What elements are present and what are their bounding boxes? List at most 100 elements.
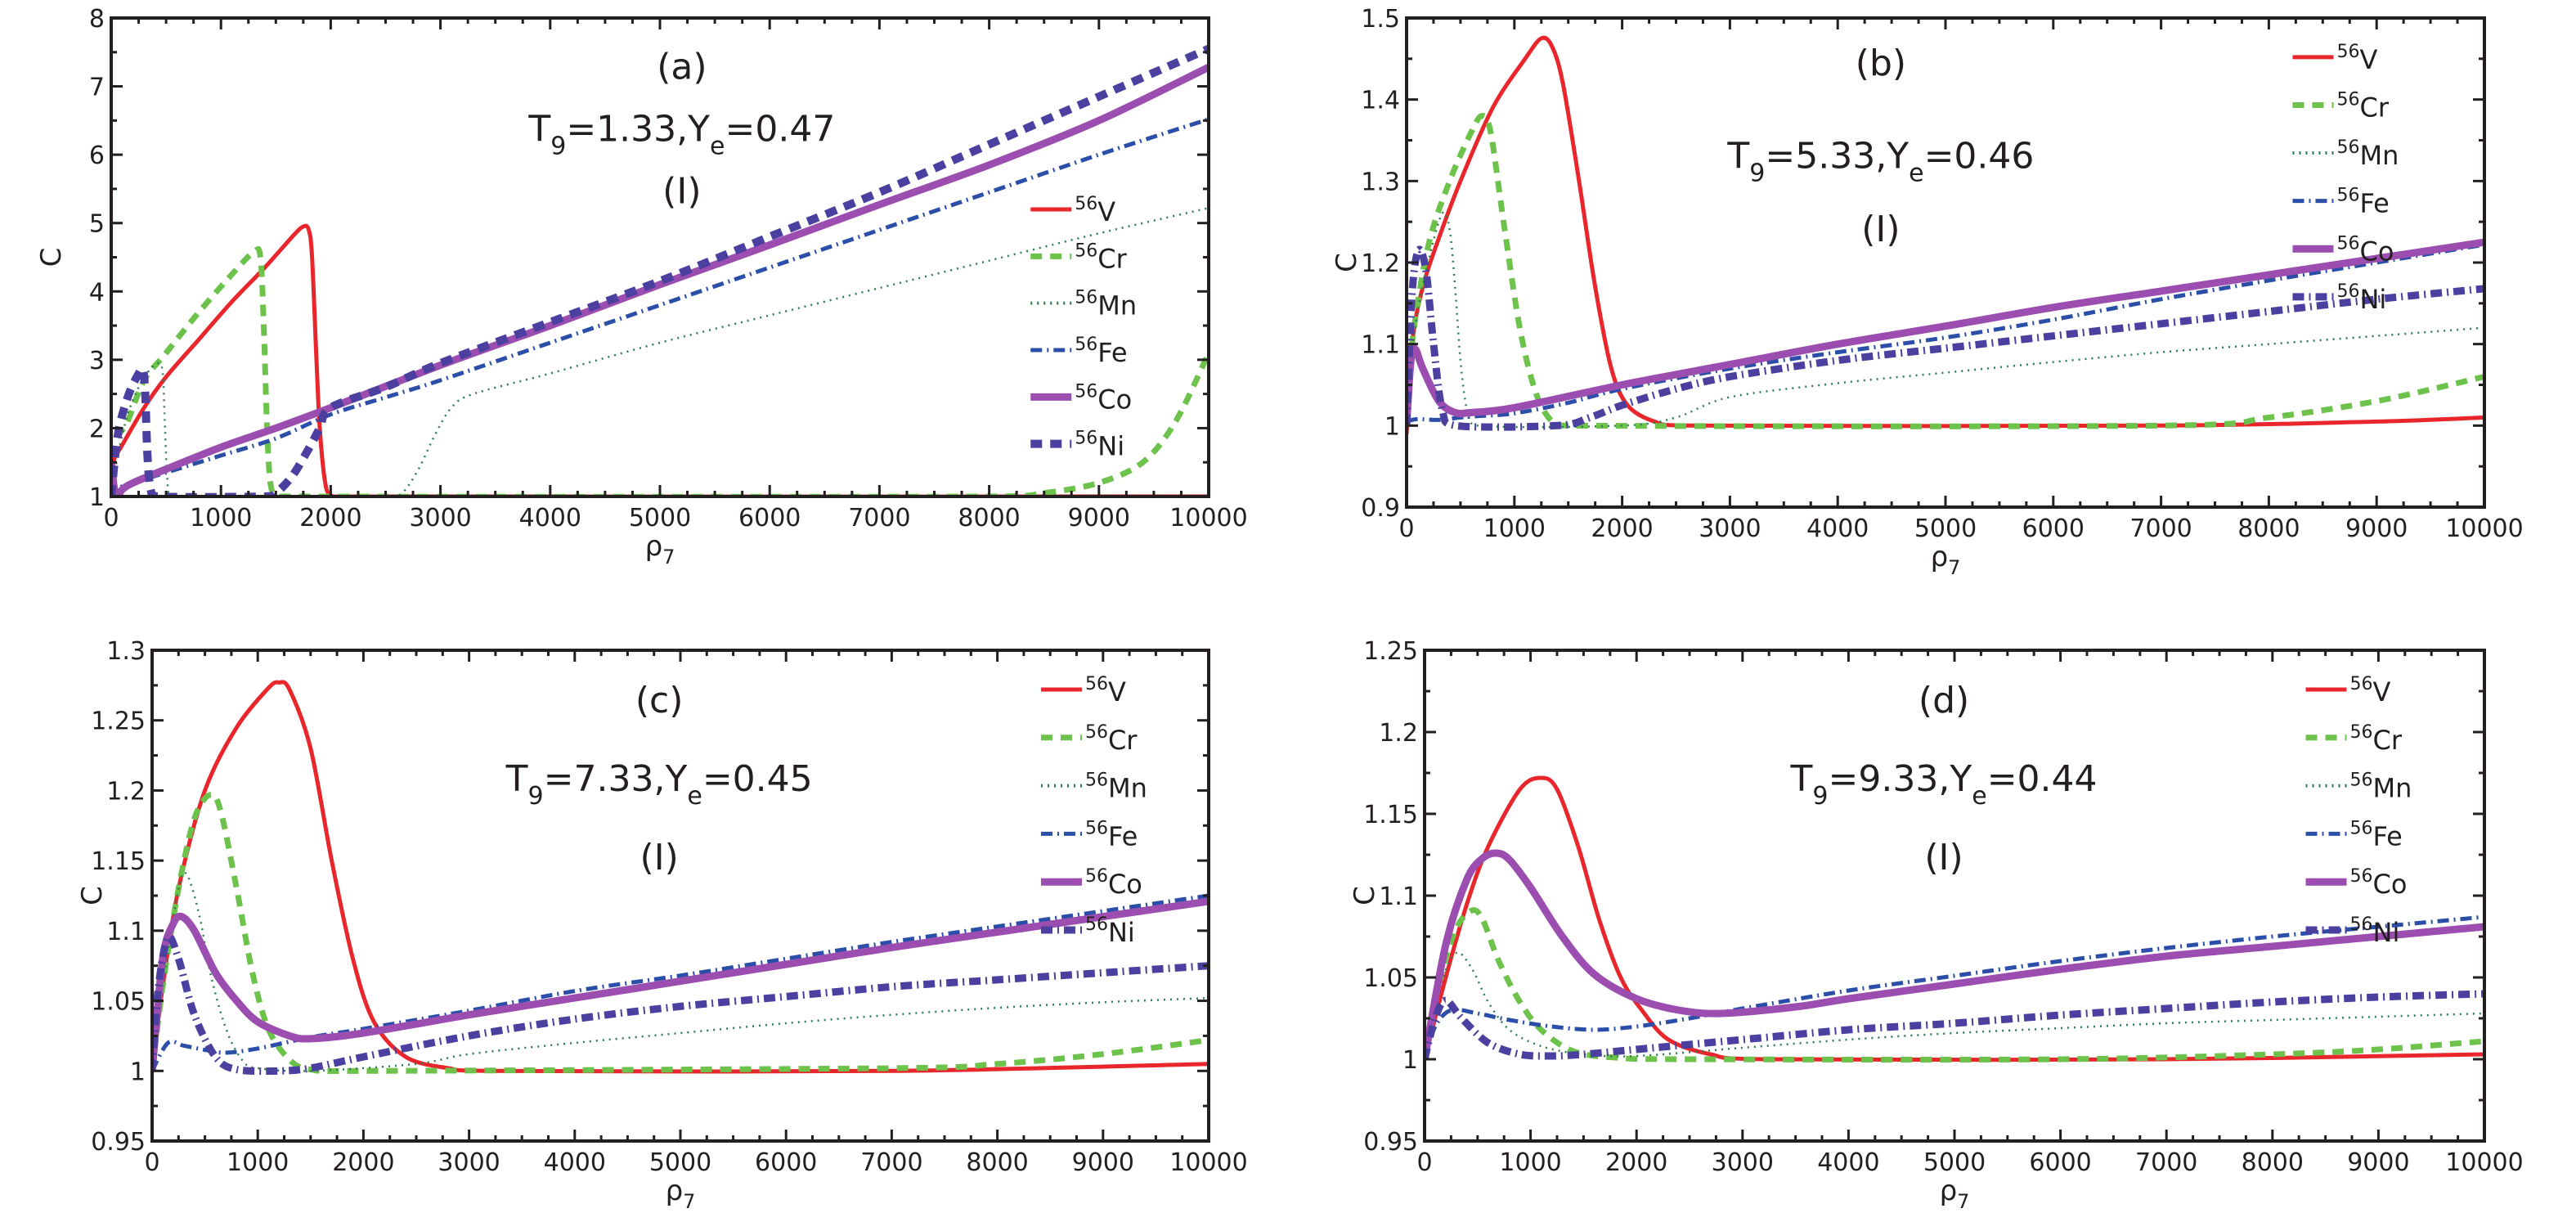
legend: 56V 56Cr 56Mn 56Fe 56Co 56Ni: [1040, 674, 1147, 948]
panel-label: (b): [1856, 43, 1906, 84]
y-tick-label: 4: [89, 278, 105, 307]
legend-label: 56Co: [2336, 233, 2394, 267]
y-tick-label: 1.25: [91, 708, 146, 736]
series-line-fe: [1407, 242, 2484, 424]
x-tick-label: 10000: [2445, 1148, 2523, 1177]
legend-item-ni: 56Ni: [1040, 914, 1135, 948]
y-tick-label: 0.9: [1361, 494, 1400, 523]
y-tick-label: 1.05: [1363, 964, 1418, 993]
series-line-cr: [1407, 113, 2484, 429]
series-line-ni: [111, 45, 1209, 498]
case-label: (I): [662, 171, 701, 213]
y-axis-label: C: [35, 248, 68, 267]
legend-label: 56Ni: [1075, 429, 1124, 462]
series-lines: [152, 680, 1209, 1076]
legend-item-co: 56Co: [2292, 233, 2394, 267]
y-tick-label: 1: [1384, 412, 1400, 441]
legend-label: 56Cr: [2336, 89, 2389, 123]
legend: 56V 56Cr 56Mn 56Fe 56Co 56Ni: [2305, 674, 2412, 948]
series-line-ni: [1425, 990, 2484, 1061]
panel-label: (a): [657, 47, 707, 88]
x-tick-label: 1000: [1483, 514, 1546, 543]
x-tick-label: 7000: [2129, 514, 2192, 543]
x-tick-label: 1000: [190, 504, 252, 532]
legend-label: 56Co: [2350, 866, 2408, 900]
x-axis-label: ρ7: [1931, 541, 1961, 579]
legend-label: 56Ni: [2336, 281, 2386, 315]
x-tick-label: 8000: [958, 504, 1020, 532]
y-tick-label: 1.1: [1361, 331, 1400, 360]
legend-item-co: 56Co: [2305, 866, 2408, 900]
y-tick-label: 1.05: [91, 988, 146, 1017]
x-tick-label: 3000: [409, 504, 471, 532]
y-tick-label: 1.3: [1361, 168, 1400, 196]
legend: 56V 56Cr 56Mn 56Fe 56Co 56Ni: [1030, 194, 1137, 462]
condition-label: T9=1.33,Ye=0.47: [527, 109, 835, 161]
x-tick-label: 6000: [738, 504, 801, 532]
legend-label: 56Fe: [2336, 186, 2389, 219]
legend: 56V 56Cr 56Mn 56Fe 56Co 56Ni: [2292, 42, 2399, 315]
legend-label: 56Co: [1075, 381, 1132, 415]
legend-item-v: 56V: [2305, 674, 2391, 708]
series-lines: [1425, 775, 2484, 1063]
x-tick-label: 9000: [2347, 1148, 2409, 1177]
x-tick-label: 5000: [1923, 1148, 1986, 1177]
series-line-ni: [1407, 245, 2484, 431]
condition-label: T9=9.33,Ye=0.44: [1790, 758, 2098, 811]
x-axis-label: ρ7: [666, 1175, 696, 1213]
y-tick-label: 1.25: [1363, 637, 1418, 666]
legend-item-mn: 56Mn: [1030, 288, 1137, 321]
condition-label: T9=7.33,Ye=0.45: [505, 758, 813, 811]
x-tick-label: 4000: [519, 504, 581, 532]
legend-item-fe: 56Fe: [2305, 818, 2403, 851]
series-line-v: [1407, 35, 2484, 434]
legend-label: 56Ni: [1085, 914, 1135, 948]
legend-label: 56Ni: [2350, 914, 2400, 948]
x-tick-label: 9000: [1068, 504, 1130, 532]
legend-item-co: 56Co: [1040, 866, 1142, 900]
legend-item-fe: 56Fe: [2292, 186, 2390, 219]
legend-label: 56Fe: [1075, 335, 1127, 368]
x-tick-label: 2000: [332, 1148, 394, 1177]
legend-label: 56Cr: [2350, 722, 2403, 756]
y-tick-label: 8: [89, 5, 105, 34]
x-tick-label: 5000: [649, 1148, 711, 1177]
series-line-co: [152, 897, 1209, 1071]
legend-item-ni: 56Ni: [2292, 281, 2386, 315]
legend-label: 56Mn: [2336, 137, 2399, 171]
x-tick-label: 10000: [1169, 504, 1247, 532]
legend-label: 56V: [2336, 42, 2377, 75]
legend-item-v: 56V: [1040, 674, 1126, 708]
y-axis-label: C: [76, 886, 109, 905]
panel-b: 0 1000 2000 3000 4000 5000 6000 7000 8000 9000 100…: [1331, 5, 2524, 579]
x-tick-label: 6000: [755, 1148, 817, 1177]
legend-label: 56V: [2350, 674, 2391, 708]
panel-label: (d): [1919, 680, 1969, 721]
x-tick-label: 2000: [1591, 514, 1653, 543]
legend-item-cr: 56Cr: [1030, 240, 1128, 274]
legend-label: 56Co: [1085, 866, 1142, 900]
series-line-v: [1425, 775, 2484, 1063]
x-axis-label: ρ7: [645, 530, 675, 568]
y-tick-label: 0.95: [1363, 1128, 1418, 1157]
x-tick-label: 1000: [227, 1148, 289, 1177]
y-tick-label: 1.15: [1363, 801, 1418, 829]
legend-item-cr: 56Cr: [2292, 89, 2390, 123]
y-tick-label: 6: [89, 142, 105, 170]
case-label: (I): [640, 837, 679, 878]
series-line-cr: [152, 791, 1209, 1074]
x-tick-label: 0: [1416, 1148, 1432, 1177]
panel-label: (c): [635, 680, 684, 721]
legend-item-co: 56Co: [1030, 381, 1132, 415]
legend-label: 56Fe: [1085, 818, 1138, 851]
legend-label: 56Cr: [1085, 722, 1138, 756]
x-tick-label: 10000: [1169, 1148, 1247, 1177]
x-tick-label: 8000: [966, 1148, 1028, 1177]
series-line-fe: [1425, 914, 2484, 1060]
x-tick-label: 5000: [1914, 514, 1977, 543]
legend-item-mn: 56Mn: [2292, 137, 2399, 171]
x-tick-label: 9000: [2345, 514, 2408, 543]
series-line-cr: [111, 246, 1209, 498]
legend-item-cr: 56Cr: [1040, 722, 1138, 756]
legend-label: 56V: [1085, 674, 1126, 708]
